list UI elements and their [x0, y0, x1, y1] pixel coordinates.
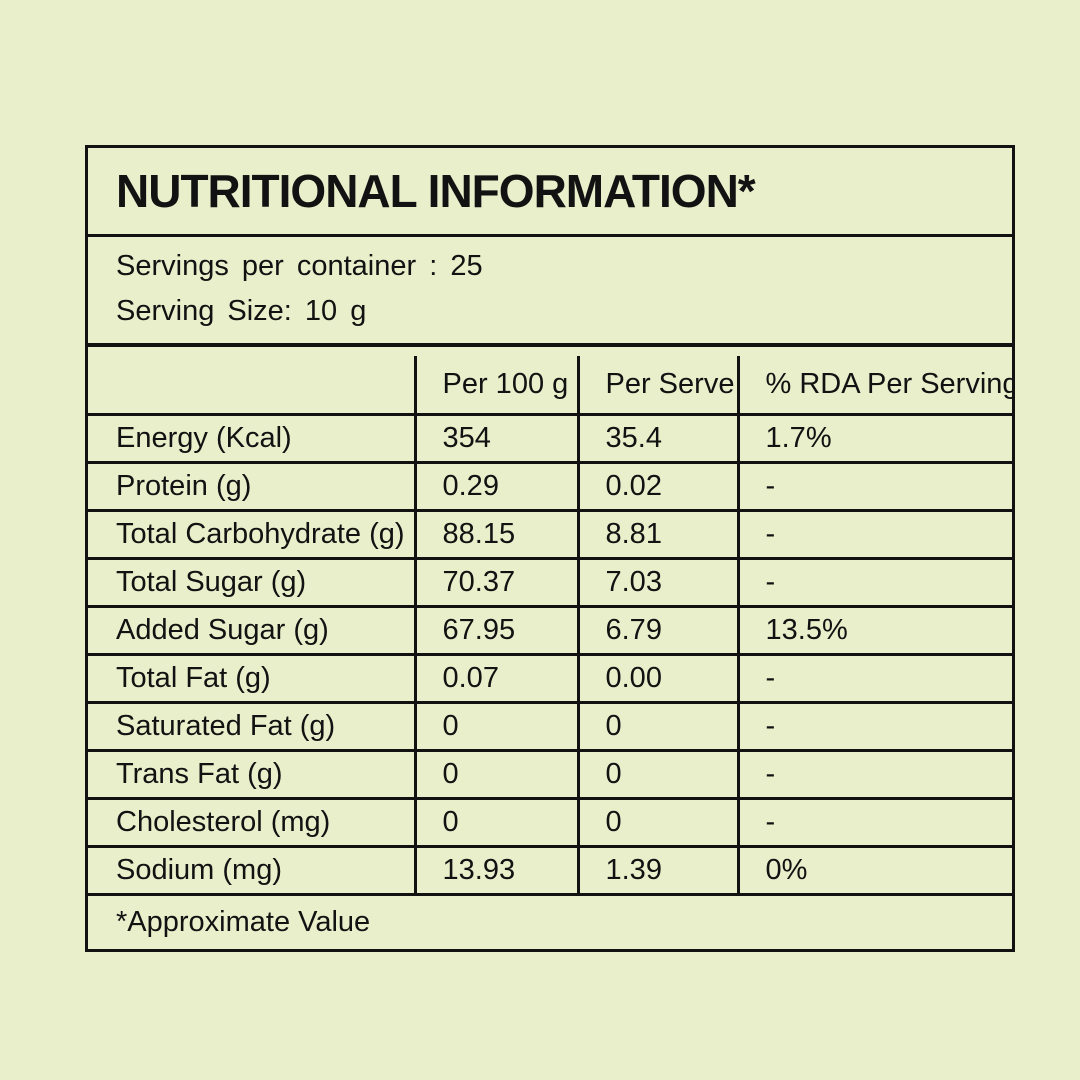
- value-cell: 13.93: [413, 844, 580, 896]
- table-row: Saturated Fat (g) 0 0 -: [88, 700, 1012, 752]
- value-cell: 0.00: [576, 652, 740, 704]
- value-cell: 0: [576, 700, 740, 752]
- column-header-rda: % RDA Per Serving: [736, 355, 1012, 416]
- value-cell: 35.4: [576, 412, 740, 464]
- nutrient-cell: Sodium (mg): [88, 844, 417, 896]
- table-row: Energy (Kcal) 354 35.4 1.7%: [88, 412, 1012, 464]
- column-header-nutrient: [88, 355, 417, 416]
- value-cell: -: [736, 796, 1012, 848]
- nutrition-label: NUTRITIONAL INFORMATION* Servings per co…: [85, 145, 1015, 952]
- value-cell: 8.81: [576, 508, 740, 560]
- page-title: NUTRITIONAL INFORMATION*: [88, 148, 1012, 237]
- value-cell: 0.29: [413, 460, 580, 512]
- column-header-per-100g: Per 100 g: [413, 355, 580, 416]
- value-cell: 6.79: [576, 604, 740, 656]
- nutrition-table: Per 100 g Per Serve % RDA Per Serving En…: [88, 355, 1012, 896]
- value-cell: 0: [413, 748, 580, 800]
- value-cell: -: [736, 652, 1012, 704]
- value-cell: -: [736, 748, 1012, 800]
- value-cell: -: [736, 556, 1012, 608]
- nutrient-cell: Total Fat (g): [88, 652, 417, 704]
- nutrient-cell: Saturated Fat (g): [88, 700, 417, 752]
- value-cell: -: [736, 700, 1012, 752]
- nutrient-cell: Added Sugar (g): [88, 604, 417, 656]
- value-cell: 1.39: [576, 844, 740, 896]
- value-cell: 70.37: [413, 556, 580, 608]
- value-cell: 354: [413, 412, 580, 464]
- nutrient-cell: Trans Fat (g): [88, 748, 417, 800]
- value-cell: 0.02: [576, 460, 740, 512]
- servings-per-container: Servings per container : 25: [116, 250, 483, 282]
- table-header-row: Per 100 g Per Serve % RDA Per Serving: [88, 355, 1012, 416]
- servings-section: Servings per container : 25 Serving Size…: [88, 237, 1012, 347]
- table-row: Total Carbohydrate (g) 88.15 8.81 -: [88, 508, 1012, 560]
- value-cell: 88.15: [413, 508, 580, 560]
- approximate-value-footnote: *Approximate Value: [116, 905, 371, 938]
- nutrient-cell: Total Sugar (g): [88, 556, 417, 608]
- nutrient-cell: Energy (Kcal): [88, 412, 417, 464]
- double-rule-gap: [88, 347, 1012, 356]
- value-cell: 0: [413, 700, 580, 752]
- value-cell: 13.5%: [736, 604, 1012, 656]
- value-cell: 67.95: [413, 604, 580, 656]
- table-row: Sodium (mg) 13.93 1.39 0%: [88, 844, 1012, 896]
- value-cell: 0.07: [413, 652, 580, 704]
- value-cell: -: [736, 508, 1012, 560]
- value-cell: -: [736, 460, 1012, 512]
- table-row: Total Sugar (g) 70.37 7.03 -: [88, 556, 1012, 608]
- value-cell: 1.7%: [736, 412, 1012, 464]
- table-row: Cholesterol (mg) 0 0 -: [88, 796, 1012, 848]
- value-cell: 0: [413, 796, 580, 848]
- nutrient-cell: Total Carbohydrate (g): [88, 508, 417, 560]
- table-row: Protein (g) 0.29 0.02 -: [88, 460, 1012, 512]
- value-cell: 7.03: [576, 556, 740, 608]
- value-cell: 0%: [736, 844, 1012, 896]
- value-cell: 0: [576, 748, 740, 800]
- nutrient-cell: Cholesterol (mg): [88, 796, 417, 848]
- table-row: Trans Fat (g) 0 0 -: [88, 748, 1012, 800]
- column-header-per-serve: Per Serve: [576, 355, 740, 416]
- serving-size: Serving Size: 10 g: [116, 294, 367, 327]
- nutrient-cell: Protein (g): [88, 460, 417, 512]
- table-row: Added Sugar (g) 67.95 6.79 13.5%: [88, 604, 1012, 656]
- value-cell: 0: [576, 796, 740, 848]
- table-row: Total Fat (g) 0.07 0.00 -: [88, 652, 1012, 704]
